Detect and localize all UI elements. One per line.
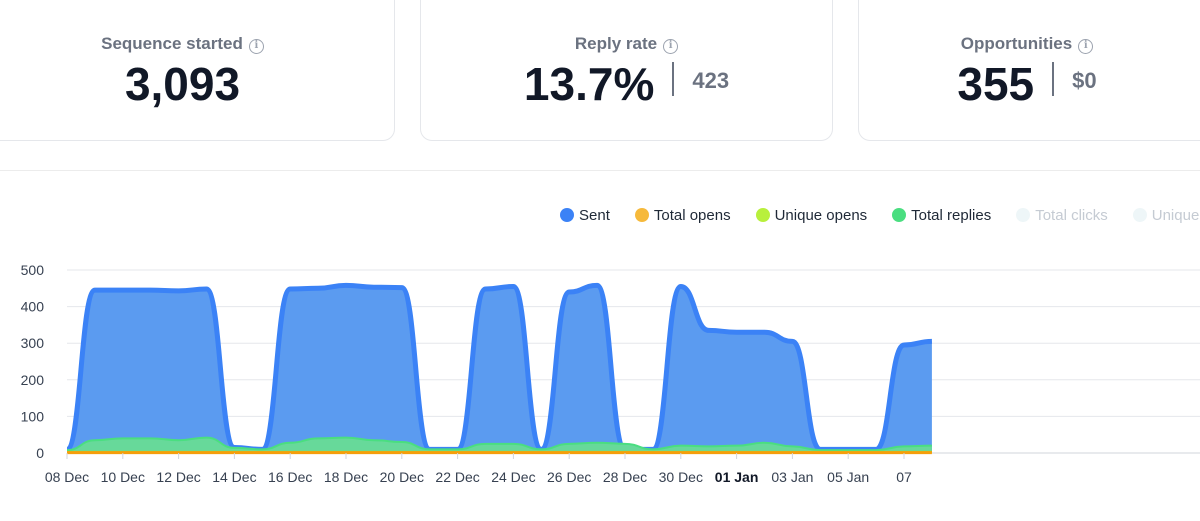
legend-label: Total opens	[653, 207, 731, 224]
y-tick-label: 100	[21, 408, 45, 424]
info-icon[interactable]: i	[663, 39, 679, 54]
card-title: Sequence started i	[0, 34, 394, 54]
card-subvalue: 423	[692, 68, 730, 93]
legend-dot	[892, 208, 907, 222]
legend-label: Unique opens	[774, 207, 868, 224]
x-tick-label: 18 Dec	[324, 469, 368, 485]
chart-legend: Sent Total opens Unique opens Total replies…	[560, 207, 1200, 227]
y-tick-label: 400	[21, 299, 45, 315]
line-sent	[64, 282, 932, 452]
line-total-replies	[66, 436, 932, 452]
legend-label: Sent	[579, 207, 610, 224]
area-total-replies	[67, 437, 932, 453]
y-tick-label: 300	[21, 335, 45, 351]
legend-dot	[1016, 208, 1031, 222]
x-tick-label: 03 Jan	[771, 469, 813, 485]
legend-item-sent[interactable]: Sent	[560, 207, 610, 224]
legend-dot	[634, 208, 649, 222]
x-tick-label: 10 Dec	[101, 469, 145, 485]
summary-cards: Sequence started i 3,093 Reply rate i 13.7…	[0, 0, 1200, 142]
legend-item-total-opens[interactable]: Total opens	[634, 207, 731, 224]
x-tick-label: 16 Dec	[268, 469, 312, 485]
card-value: 13.7% 423	[523, 58, 730, 110]
y-tick-label: 200	[21, 372, 45, 388]
x-tick-label: 07	[896, 469, 912, 485]
y-tick-label: 0	[36, 445, 44, 461]
x-tick-label: 28 Dec	[603, 469, 647, 485]
legend-item-unique-opens[interactable]: Unique opens	[755, 207, 868, 224]
x-tick-label: 14 Dec	[212, 469, 256, 485]
value-separator	[672, 62, 675, 96]
card-title: Opportunities i	[859, 34, 1200, 54]
legend-label: Total clicks	[1035, 207, 1108, 224]
card-sequence-started: Sequence started i 3,093	[0, 0, 395, 141]
value-separator	[1052, 62, 1055, 96]
card-opportunities: Opportunities i 355 $0	[858, 0, 1200, 141]
card-reply-rate: Reply rate i 13.7% 423	[420, 0, 833, 141]
x-tick-label: 01 Jan	[715, 469, 759, 485]
area-sent	[67, 285, 932, 453]
legend-dot	[1132, 208, 1147, 222]
legend-item-total-replies[interactable]: Total replies	[892, 207, 991, 224]
legend-dot	[560, 208, 574, 222]
legend-label: Unique cl	[1151, 207, 1200, 224]
legend-item-unique-cl[interactable]: Unique cl	[1132, 207, 1200, 224]
legend-dot	[755, 208, 770, 222]
chart-canvas: 0 100 200 300 400 500 08 Dec 10 Dec 12 Dec 14 Dec…	[21, 262, 1200, 485]
card-value: 355 $0	[957, 58, 1097, 110]
card-subvalue: $0	[1072, 68, 1097, 93]
x-tick-label: 24 Dec	[491, 469, 535, 485]
x-tick-label: 08 Dec	[45, 469, 89, 485]
info-icon[interactable]: i	[1078, 39, 1094, 54]
section-divider	[0, 170, 1200, 171]
info-icon[interactable]: i	[248, 39, 264, 54]
x-tick-label: 20 Dec	[380, 469, 424, 485]
x-tick-label: 26 Dec	[547, 469, 591, 485]
x-tick-label: 12 Dec	[156, 469, 200, 485]
legend-item-total-clicks[interactable]: Total clicks	[1016, 207, 1108, 224]
x-tick-label: 05 Jan	[827, 469, 869, 485]
legend-label: Total replies	[911, 207, 992, 224]
y-tick-label: 500	[21, 262, 45, 278]
x-tick-label: 22 Dec	[435, 469, 479, 485]
card-title: Reply rate i	[421, 34, 832, 54]
card-value: 3,093	[124, 58, 241, 110]
x-tick-label: 30 Dec	[659, 469, 703, 485]
